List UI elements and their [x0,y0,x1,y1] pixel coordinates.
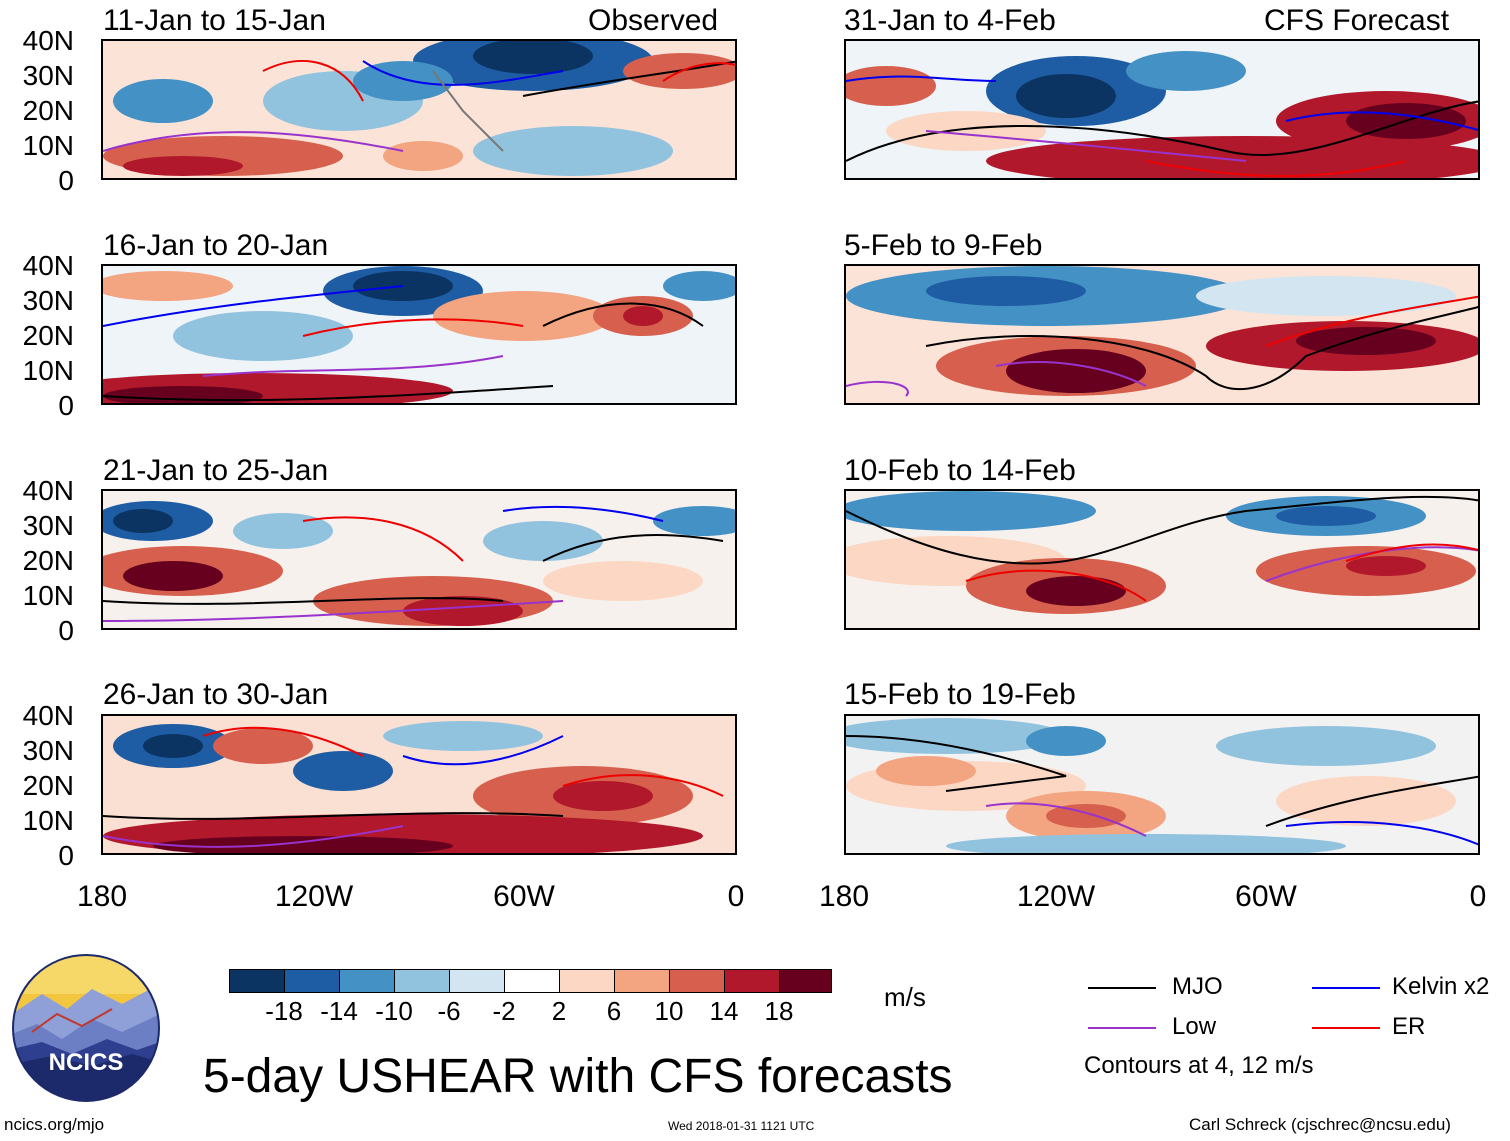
panel-6-title: 5-Feb to 9-Feb [844,229,1043,262]
colorbar-box [339,969,395,993]
lat-label: 0 [58,840,74,871]
colorbar-label: -6 [437,996,461,1026]
colorbar-box [229,969,285,993]
lat-label: 40N [22,25,74,56]
lat-label: 20N [22,95,74,126]
colorbar-box [394,969,450,993]
panel-2-map [101,264,737,405]
lat-label: 20N [22,545,74,576]
panel-2-title: 16-Jan to 20-Jan [103,229,329,262]
panel-5-map [844,39,1480,180]
lon-label-left: 60W [493,880,555,913]
lon-label-left: 180 [76,880,128,913]
legend-note: Contours at 4, 12 m/s [1084,1052,1314,1079]
panel-8-title: 15-Feb to 19-Feb [844,678,1076,711]
legend-line-er [1312,1027,1380,1029]
lat-label: 40N [22,475,74,506]
colorbar-units: m/s [884,982,926,1012]
colorbar-label: 10 [654,996,684,1026]
lon-label-right: 120W [1016,880,1096,913]
lat-label: 30N [22,510,74,541]
panel-1-map [101,39,737,180]
colorbar-label: 14 [709,996,739,1026]
colorbar-label: -10 [375,996,413,1026]
lat-label: 40N [22,250,74,281]
colorbar-box [724,969,780,993]
lat-label: 30N [22,60,74,91]
colorbar-box [614,969,670,993]
colorbar [229,969,832,993]
lat-label: 10N [22,805,74,836]
colorbar-label: -18 [265,996,303,1026]
panel-8-map [844,714,1480,855]
colorbar-box [504,969,560,993]
colorbar-box [284,969,340,993]
colorbar-label: -14 [320,996,358,1026]
lat-label: 0 [58,390,74,421]
colorbar-box [779,969,832,993]
lon-label-right: 60W [1235,880,1297,913]
panel-1-title: 11-Jan to 15-Jan [103,4,326,37]
lat-label: 0 [58,165,74,196]
panel-7-map [844,489,1480,630]
legend-label-mjo: MJO [1172,973,1223,1000]
lat-label: 30N [22,285,74,316]
lon-label-right: 0 [1469,880,1487,913]
colorbar-label: 6 [606,996,622,1026]
legend-label-er: ER [1392,1013,1426,1040]
legend-line-mjo [1088,987,1156,989]
legend-line-kelvin [1312,987,1380,989]
panel-3-title: 21-Jan to 25-Jan [103,454,329,487]
colorbar-box [449,969,505,993]
footer-url: ncics.org/mjo [4,1115,105,1134]
panel-4-title: 26-Jan to 30-Jan [103,678,329,711]
lat-label: 40N [22,700,74,731]
colorbar-labels: -18 -14 -10 -6 -2 2 6 10 14 18 [229,998,832,1028]
lat-label: 10N [22,130,74,161]
colorbar-label: -2 [492,996,516,1026]
logo-text: NCICS [48,1049,124,1076]
contour-legend: MJO Kelvin x2 Low ER Contours at 4, 12 m… [1084,970,1504,1080]
panel-5-title: 31-Jan to 4-Feb [844,4,1056,37]
legend-line-low [1088,1027,1156,1029]
panel-1-tag: Observed [588,4,719,37]
legend-label-low: Low [1172,1013,1217,1040]
colorbar-label: 18 [764,996,794,1026]
legend-label-kelvin: Kelvin x2 [1392,973,1490,1000]
panel-3-map [101,489,737,630]
footer-timestamp: Wed 2018-01-31 1121 UTC [668,1119,815,1133]
lat-label: 20N [22,770,74,801]
colorbar-label: 2 [551,996,567,1026]
lon-label-right: 180 [818,880,870,913]
lat-label: 0 [58,615,74,646]
colorbar-box [669,969,725,993]
footer-credit: Carl Schreck (cjschrec@ncsu.edu) [1189,1115,1451,1134]
lat-label: 30N [22,735,74,766]
colorbar-box [559,969,615,993]
figure-title: 5-day USHEAR with CFS forecasts [203,1050,953,1103]
lat-label: 10N [22,355,74,386]
ncics-logo: NCICS [12,954,160,1102]
lon-label-left: 120W [274,880,354,913]
lat-label: 20N [22,320,74,351]
panel-4-map [101,714,737,855]
ncics-logo-graphic [12,954,160,1102]
lon-label-left: 0 [727,880,745,913]
lat-label: 10N [22,580,74,611]
panel-7-title: 10-Feb to 14-Feb [844,454,1076,487]
panel-6-map [844,264,1480,405]
panel-5-tag: CFS Forecast [1264,4,1450,37]
